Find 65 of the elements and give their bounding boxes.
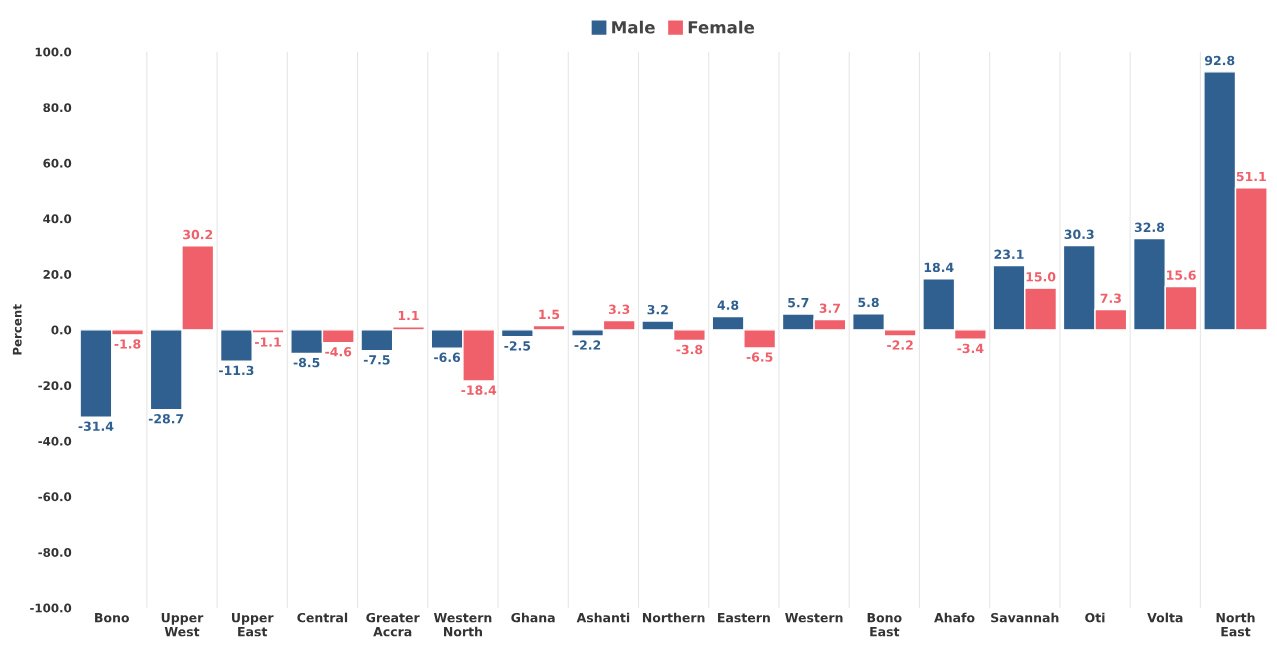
x-tick-label: Greater Accra (366, 612, 420, 637)
x-tick-label: Northern (642, 612, 705, 623)
x-tick-label: Eastern (718, 613, 770, 623)
data-label: 15.6 (1167, 270, 1196, 280)
y-tick-label: 40.0 (43, 214, 72, 224)
data-label: 23.1 (994, 249, 1024, 260)
y-tick-label: 60.0 (43, 158, 72, 168)
data-label: -3.4 (957, 343, 984, 354)
x-tick-label: Savannah (991, 612, 1059, 623)
data-label: 92.8 (1204, 55, 1235, 66)
x-tick-label: Bono (95, 613, 129, 623)
y-tick-label: 0.0 (51, 325, 72, 335)
data-label: -3.8 (676, 344, 703, 355)
x-tick-label: North East (1216, 612, 1255, 637)
y-tick-label: -40.0 (38, 436, 72, 446)
data-label: 1.1 (398, 310, 419, 320)
data-label: 3.7 (819, 303, 840, 313)
data-label: 30.3 (1064, 229, 1094, 240)
data-label: -31.4 (78, 421, 114, 431)
data-label: -2.5 (504, 341, 531, 351)
data-label: 32.8 (1134, 222, 1165, 233)
y-tick-label: -60.0 (38, 492, 72, 502)
data-label: 5.8 (858, 297, 879, 308)
data-label: -4.6 (325, 347, 352, 357)
x-tick-label: Upper West (161, 613, 204, 637)
data-label: 3.3 (608, 304, 630, 315)
x-tick-label: Western North (433, 613, 492, 637)
data-label: -2.2 (887, 340, 913, 350)
data-label: 3.2 (647, 304, 668, 315)
data-label: -6.5 (746, 352, 773, 362)
x-tick-label: Central (297, 612, 348, 623)
legend-label: Female (688, 20, 755, 34)
y-tick-label: 80.0 (43, 103, 72, 113)
x-tick-label: Ahafo (934, 612, 975, 623)
legend-label: Male (612, 20, 655, 34)
y-tick-label: 100.0 (35, 47, 72, 57)
y-tick-label: -80.0 (38, 547, 72, 557)
data-label: 5.7 (788, 298, 809, 308)
x-tick-label: Ghana (511, 612, 555, 623)
data-label: 18.4 (924, 262, 954, 273)
x-tick-label: Western (785, 613, 843, 623)
y-tick-label: -100.0 (30, 603, 72, 613)
data-label: 7.3 (1100, 293, 1121, 303)
data-label: 15.0 (1026, 272, 1056, 282)
x-tick-label: Oti (1085, 612, 1105, 623)
data-label: -6.6 (434, 352, 461, 363)
data-label: -18.4 (461, 385, 497, 395)
data-label: -28.7 (148, 414, 184, 424)
data-label: -7.5 (363, 355, 390, 365)
x-tick-label: Upper East (232, 613, 274, 637)
x-tick-label: Volta (1147, 612, 1183, 623)
data-label: -11.3 (219, 365, 254, 376)
data-label: -8.5 (293, 357, 320, 368)
y-tick-label: 20.0 (43, 269, 72, 279)
y-axis-title: Percent (12, 304, 22, 355)
data-label: 51.1 (1236, 171, 1266, 182)
x-tick-label: Bono East (867, 613, 902, 637)
x-tick-label: Ashanti (576, 612, 630, 623)
y-tick-label: -20.0 (38, 381, 72, 391)
data-label: 4.8 (717, 300, 739, 310)
data-label: 30.2 (183, 229, 213, 240)
data-label: -2.2 (574, 340, 601, 350)
data-label: 1.5 (539, 309, 560, 320)
data-label: -1.1 (255, 337, 281, 347)
data-label: -1.8 (114, 339, 141, 349)
